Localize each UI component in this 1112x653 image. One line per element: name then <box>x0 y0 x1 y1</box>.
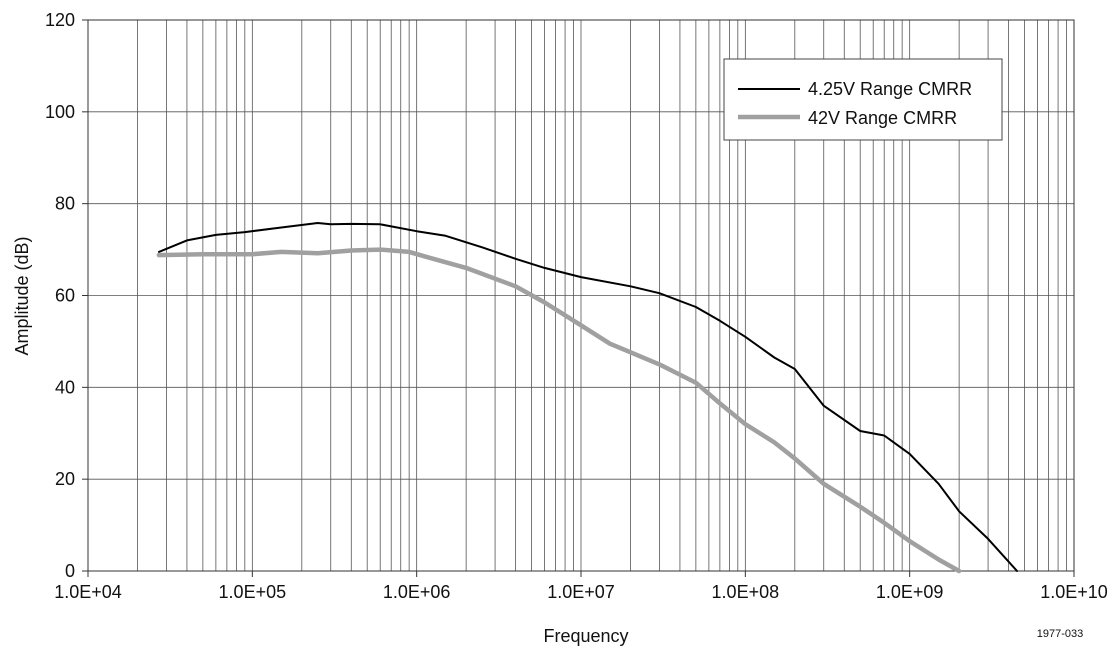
legend: 4.25V Range CMRR 42V Range CMRR <box>723 58 1003 141</box>
x-tick-label: 1.0E+04 <box>54 582 122 602</box>
x-tick-label: 1.0E+05 <box>219 582 287 602</box>
series-line-42v <box>156 247 962 574</box>
y-tick-label: 120 <box>45 10 75 30</box>
legend-label-4-25v: 4.25V Range CMRR <box>808 79 972 99</box>
figure-id: 1977-033 <box>1037 628 1084 640</box>
x-tick-label: 1.0E+07 <box>547 582 615 602</box>
y-tick-label: 0 <box>65 561 75 581</box>
x-axis-title: Frequency <box>543 626 628 646</box>
x-tick-label: 1.0E+06 <box>383 582 451 602</box>
grid <box>87 19 1075 572</box>
y-tick-label: 60 <box>55 286 75 306</box>
y-tick-label: 20 <box>55 469 75 489</box>
y-tick-label: 80 <box>55 194 75 214</box>
y-axis-title: Amplitude (dB) <box>12 236 32 355</box>
y-tick-label: 40 <box>55 377 75 397</box>
y-tick-label: 100 <box>45 102 75 122</box>
x-tick-label: 1.0E+08 <box>712 582 780 602</box>
legend-box <box>723 58 1003 141</box>
legend-label-42v: 42V Range CMRR <box>808 108 957 128</box>
series-line-4-25v <box>157 222 1018 572</box>
tick-labels: 1.0E+04 1.0E+05 1.0E+06 1.0E+07 1.0E+08 1.0E+… <box>45 10 1108 602</box>
series-lines <box>156 222 1018 574</box>
axes <box>82 19 1075 577</box>
x-tick-label: 1.0E+09 <box>876 582 944 602</box>
x-tick-label: 1.0E+10 <box>1040 582 1108 602</box>
